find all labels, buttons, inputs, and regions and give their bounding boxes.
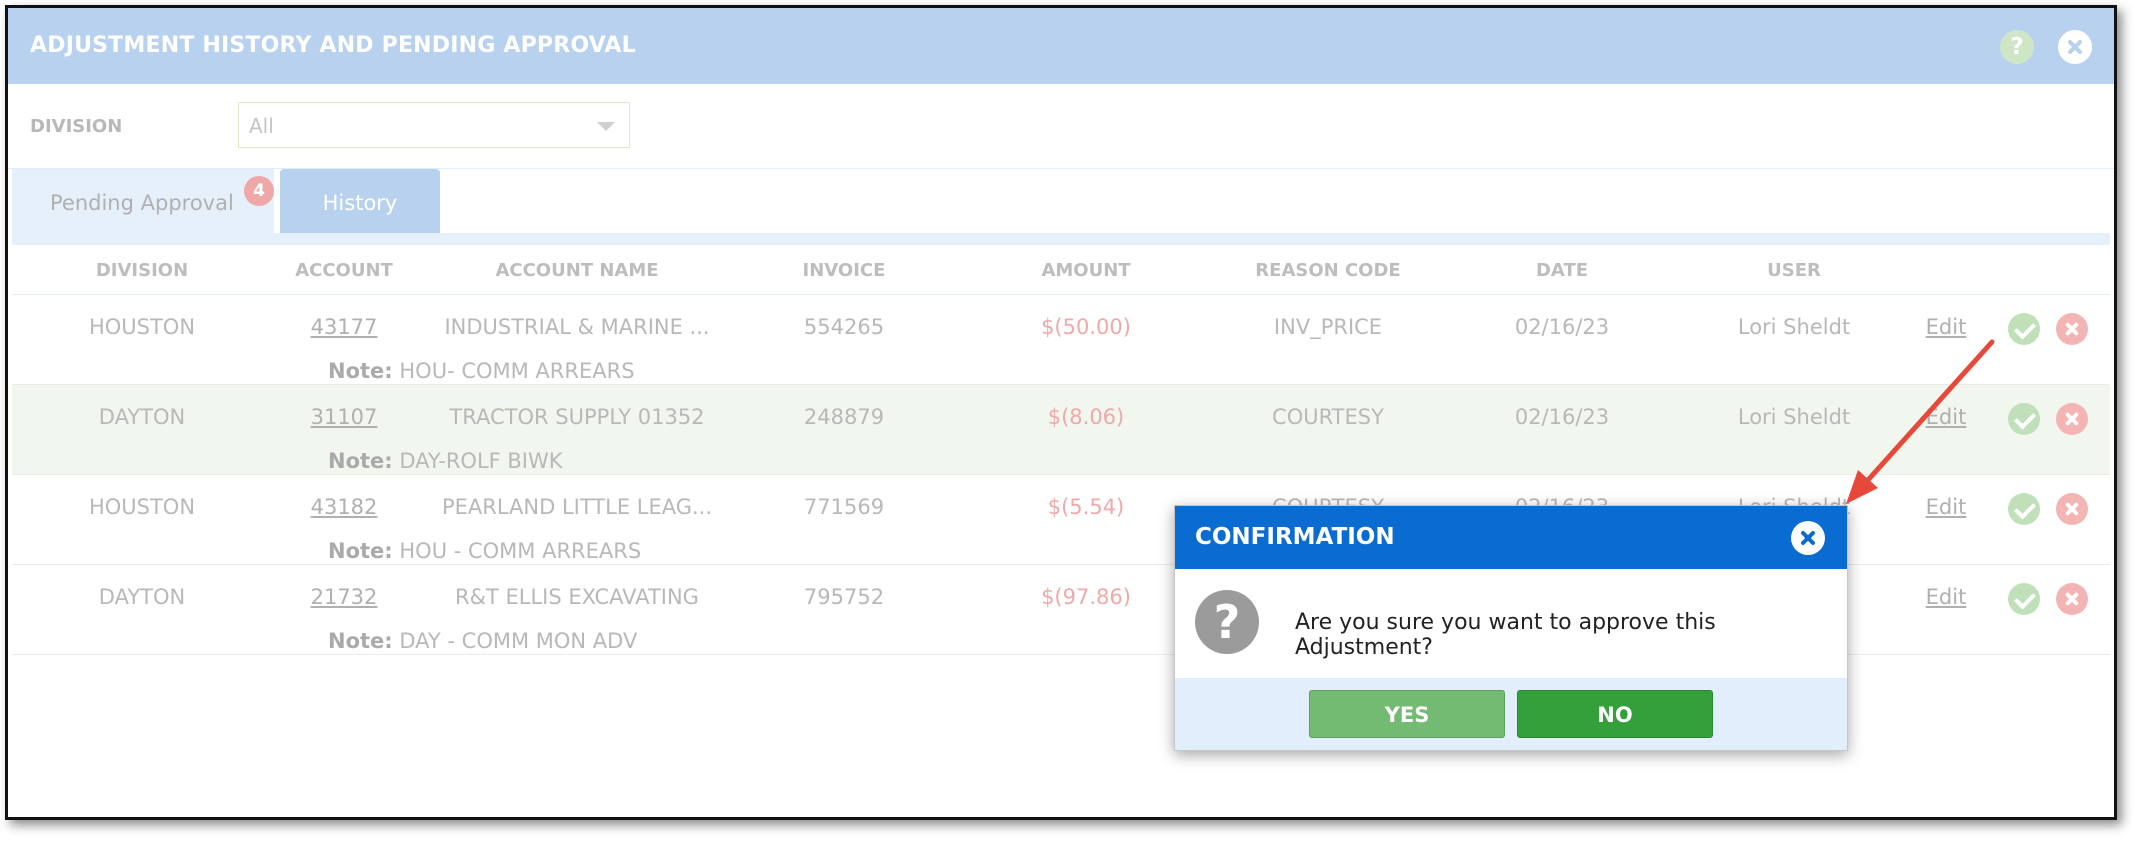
tab-content-bar [12,233,2110,245]
approve-check-icon[interactable] [2008,493,2040,525]
note-text: DAY - COMM MON ADV [399,629,638,653]
cell-invoice: 248879 [803,405,885,429]
column-header-account-name: ACCOUNT NAME [495,260,659,281]
cell-date: 02/16/23 [1514,405,1610,429]
column-header-account: ACCOUNT [295,260,393,281]
cell-invoice: 771569 [803,495,885,519]
tab-history[interactable]: History [280,169,440,233]
cell-account-name: PEARLAND LITTLE LEAG... [441,495,713,519]
tab-strip-divider [8,168,2114,169]
cell-invoice: 795752 [803,585,885,609]
note-text: HOU- COMM ARREARS [399,359,635,383]
confirmation-dialog: CONFIRMATION ? Are you sure you want to … [1174,505,1848,751]
cell-division: HOUSTON [88,495,196,519]
column-header-reason-code: REASON CODE [1255,260,1401,281]
division-select-value: All [249,114,274,138]
approve-check-icon[interactable] [2008,403,2040,435]
note-text: HOU - COMM ARREARS [399,539,642,563]
note-label: Note: [328,359,393,383]
column-header-invoice: INVOICE [802,260,886,281]
cell-account-name: INDUSTRIAL & MARINE ... [444,315,710,339]
edit-link[interactable]: Edit [1925,405,1967,429]
dialog-title: CONFIRMATION [1195,524,1395,550]
row-note: Note: HOU- COMM ARREARS [328,359,635,383]
adjustments-table: DIVISION ACCOUNT ACCOUNT NAME INVOICE AM… [12,245,2110,655]
note-text: DAY-ROLF BIWK [399,449,563,473]
reject-x-icon[interactable] [2056,583,2088,615]
column-header-user: USER [1767,260,1821,281]
division-filter-label: DIVISION [30,116,123,137]
cell-division: DAYTON [98,585,186,609]
row-note: Note: HOU - COMM ARREARS [328,539,641,563]
chevron-down-icon [597,122,615,131]
column-header-division: DIVISION [95,260,189,281]
column-header-date: DATE [1535,260,1589,281]
account-link[interactable]: 43182 [310,495,378,519]
note-label: Note: [328,629,393,653]
dialog-footer: YES NO [1175,678,1847,750]
approve-check-icon[interactable] [2008,583,2040,615]
table-header: DIVISION ACCOUNT ACCOUNT NAME INVOICE AM… [12,245,2110,295]
cell-amount: $(5.54) [1047,495,1125,519]
dialog-message: Are you sure you want to approve this Ad… [1295,610,1716,660]
pending-count-badge: 4 [244,176,274,206]
question-icon: ? [1195,590,1259,654]
reject-x-icon[interactable] [2056,313,2088,345]
close-icon[interactable] [2058,30,2092,64]
account-link[interactable]: 31107 [310,405,378,429]
reject-x-icon[interactable] [2056,493,2088,525]
dialog-close-icon[interactable] [1791,521,1825,555]
no-button[interactable]: NO [1517,690,1713,738]
column-header-amount: AMOUNT [1041,260,1131,281]
division-select[interactable]: All [238,102,630,148]
approve-check-icon[interactable] [2008,313,2040,345]
row-note: Note: DAY-ROLF BIWK [328,449,563,473]
table-row: HOUSTON 43177 INDUSTRIAL & MARINE ... 55… [12,295,2110,385]
account-link[interactable]: 21732 [310,585,378,609]
dialog-header: CONFIRMATION [1175,506,1847,569]
cell-account-name: R&T ELLIS EXCAVATING [455,585,699,609]
tab-pending-approval-label: Pending Approval [50,191,234,215]
note-label: Note: [328,539,393,563]
cell-date: 02/16/23 [1514,315,1610,339]
adjustment-window: ADJUSTMENT HISTORY AND PENDING APPROVAL … [5,5,2117,820]
cell-amount: $(50.00) [1041,315,1131,339]
help-icon[interactable]: ? [2000,30,2034,64]
table-row: DAYTON 31107 TRACTOR SUPPLY 01352 248879… [12,385,2110,475]
edit-link[interactable]: Edit [1925,585,1967,609]
cell-reason-code: INV_PRICE [1273,315,1383,339]
window-title: ADJUSTMENT HISTORY AND PENDING APPROVAL [30,33,636,58]
cell-user: Lori Sheldt [1737,405,1851,429]
cell-account-name: TRACTOR SUPPLY 01352 [449,405,705,429]
table-row: DAYTON 21732 R&T ELLIS EXCAVATING 795752… [12,565,2110,655]
window-titlebar: ADJUSTMENT HISTORY AND PENDING APPROVAL … [8,8,2114,84]
note-label: Note: [328,449,393,473]
row-note: Note: DAY - COMM MON ADV [328,629,637,653]
cell-division: DAYTON [98,405,186,429]
cell-reason-code: COURTESY [1272,405,1384,429]
cell-amount: $(97.86) [1041,585,1131,609]
edit-link[interactable]: Edit [1925,315,1967,339]
cell-invoice: 554265 [803,315,885,339]
edit-link[interactable]: Edit [1925,495,1967,519]
tab-history-label: History [322,191,398,215]
cell-amount: $(8.06) [1047,405,1125,429]
cell-user: Lori Sheldt [1737,315,1851,339]
yes-button[interactable]: YES [1309,690,1505,738]
cell-division: HOUSTON [88,315,196,339]
tab-pending-approval[interactable]: Pending Approval [12,169,274,233]
account-link[interactable]: 43177 [310,315,378,339]
reject-x-icon[interactable] [2056,403,2088,435]
